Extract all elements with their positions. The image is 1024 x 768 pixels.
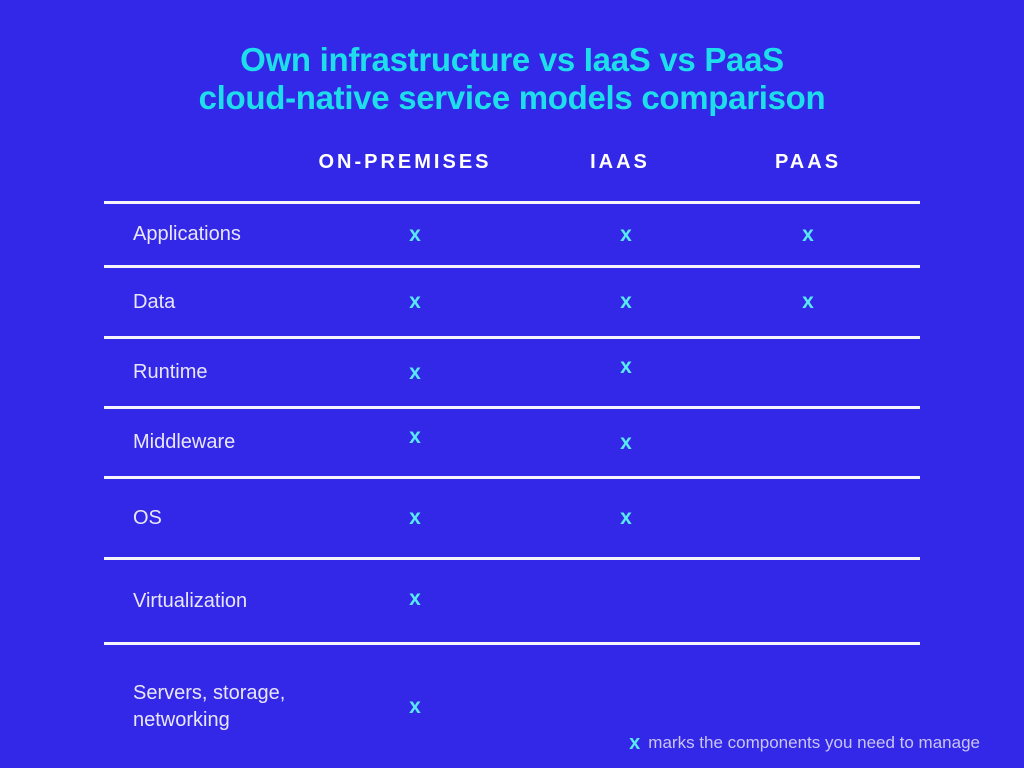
- mark-cell: x: [724, 223, 892, 247]
- column-header-on-premises: ON-PREMISES: [318, 151, 492, 173]
- mark-cell: x: [724, 290, 892, 314]
- table-row: Runtime x x: [104, 336, 920, 406]
- row-label: OS: [133, 506, 162, 529]
- mark-cell: x: [516, 290, 724, 314]
- page-title: Own infrastructure vs IaaS vs PaaS cloud…: [0, 41, 1024, 117]
- row-label: Data: [133, 290, 176, 313]
- row-label: Servers, storage, networking: [133, 681, 286, 731]
- column-header-iaas: IAAS: [590, 151, 650, 173]
- mark-cell: x: [516, 506, 724, 530]
- x-mark: x: [409, 694, 421, 718]
- mark-cell: x: [516, 431, 724, 455]
- mark-cell: x: [294, 361, 516, 385]
- row-label: Runtime: [133, 361, 208, 383]
- page-title-line1: Own infrastructure vs IaaS vs PaaS: [240, 41, 784, 78]
- x-mark: x: [409, 587, 421, 610]
- row-label: Applications: [133, 223, 241, 245]
- table-row: Virtualization x: [104, 557, 920, 642]
- x-mark: x: [620, 430, 632, 454]
- mark-cell: x: [294, 695, 516, 719]
- x-mark: x: [409, 424, 421, 448]
- table-row: OS x x: [104, 476, 920, 557]
- mark-cell: x: [294, 290, 516, 314]
- mark-cell: x: [294, 425, 516, 455]
- table-body: Applications x x x Data x x x Runtime x x Middlewar…: [104, 201, 920, 768]
- x-mark: x: [409, 506, 421, 529]
- legend-text: marks the components you need to manage: [648, 733, 980, 752]
- table-row: Data x x x: [104, 265, 920, 336]
- page-title-line2: cloud-native service models comparison: [198, 79, 826, 116]
- row-label: Middleware: [133, 431, 236, 453]
- column-header-paas: PAAS: [774, 151, 842, 173]
- comparison-table: ON-PREMISES IAAS PAAS Applications x x x Dat…: [104, 140, 920, 768]
- x-mark: x: [620, 506, 632, 529]
- x-mark: x: [620, 354, 632, 378]
- x-mark: x: [620, 290, 632, 313]
- legend: x marks the components you need to manag…: [629, 733, 980, 753]
- row-label: Virtualization: [133, 589, 248, 612]
- x-mark: x: [802, 222, 814, 246]
- table-row: Middleware x x: [104, 406, 920, 476]
- table-row: Servers, storage, networking x: [104, 642, 920, 768]
- x-mark: x: [802, 290, 814, 313]
- legend-x-mark: x: [629, 732, 641, 754]
- mark-cell: x: [516, 223, 724, 247]
- table-row: Applications x x x: [104, 201, 920, 265]
- mark-cell: x: [294, 223, 516, 247]
- mark-cell: x: [294, 587, 516, 613]
- mark-cell: x: [516, 355, 724, 385]
- x-mark: x: [409, 222, 421, 246]
- x-mark: x: [620, 222, 632, 246]
- mark-cell: x: [294, 506, 516, 530]
- table-header-row: ON-PREMISES IAAS PAAS: [104, 140, 920, 201]
- x-mark: x: [409, 360, 421, 384]
- x-mark: x: [409, 290, 421, 313]
